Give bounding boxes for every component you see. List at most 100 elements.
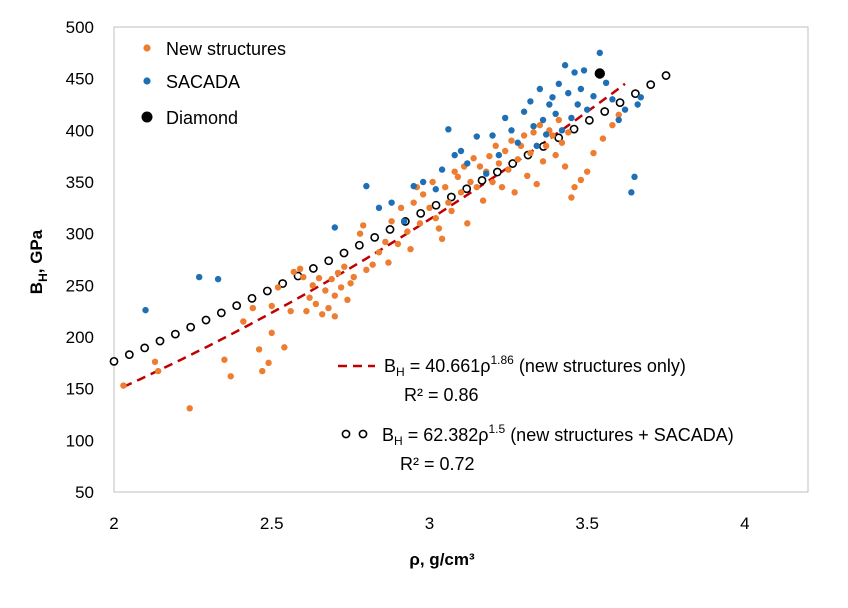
fit-point-all — [615, 98, 625, 107]
plot-area-frame — [113, 26, 809, 493]
point-sacada — [561, 62, 569, 69]
point-sacada — [571, 69, 578, 76]
point-new-structures — [442, 183, 449, 191]
point-new-structures — [454, 173, 462, 181]
point-new-structures — [448, 207, 455, 215]
point-new-structures — [432, 214, 439, 222]
point-new-structures — [542, 142, 550, 150]
fit-point-all — [324, 256, 334, 266]
y-axis-title: BH, GPa — [27, 229, 50, 294]
point-sacada — [555, 80, 562, 88]
point-sacada — [514, 139, 521, 146]
point-sacada — [574, 101, 581, 108]
point-new-structures — [407, 245, 414, 253]
legend-marker-sacada — [143, 77, 151, 85]
point-new-structures — [356, 230, 364, 237]
point-sacada — [637, 94, 645, 101]
point-new-structures — [315, 274, 323, 282]
point-new-structures — [309, 282, 316, 289]
fit-point-all — [600, 107, 610, 116]
point-sacada — [596, 49, 603, 57]
fit-legend-all: BH = 62.382ρ1.5 (new structures + SACADA… — [341, 422, 734, 474]
point-sacada — [533, 142, 540, 150]
point-new-structures — [363, 266, 370, 274]
fit-point-all — [462, 184, 472, 194]
x-tick-label: 3 — [425, 514, 434, 533]
point-new-structures — [498, 183, 506, 191]
point-sacada — [568, 114, 575, 122]
point-new-structures — [154, 367, 162, 375]
fit-r2-all: R² = 0.72 — [400, 454, 475, 474]
point-new-structures — [524, 172, 531, 179]
point-new-structures — [259, 367, 266, 375]
y-tick-label: 450 — [66, 70, 94, 89]
fit-point-all — [661, 71, 671, 80]
point-sacada — [580, 67, 588, 74]
point-sacada — [401, 218, 408, 225]
point-sacada — [438, 166, 446, 173]
fit-point-all — [308, 264, 318, 273]
point-sacada — [451, 151, 458, 159]
legend-label-sacada: SACADA — [166, 72, 240, 92]
fit-point-all — [554, 133, 564, 143]
point-new-structures — [599, 135, 607, 142]
point-new-structures — [385, 259, 392, 266]
point-sacada — [558, 127, 566, 134]
fit-point-all — [385, 225, 395, 234]
point-new-structures — [325, 304, 332, 312]
legend-marker-new-structures — [143, 44, 151, 52]
x-tick-label: 3.5 — [575, 514, 599, 533]
point-sacada — [546, 101, 553, 108]
point-sacada — [375, 204, 383, 212]
point-new-structures — [536, 121, 544, 129]
point-new-structures — [300, 273, 307, 281]
fit-legend-all-marker-1 — [341, 429, 351, 439]
point-new-structures — [511, 189, 518, 196]
point-sacada — [508, 127, 515, 134]
y-tick-label: 150 — [66, 380, 94, 399]
point-new-structures — [568, 194, 575, 201]
point-new-structures — [240, 318, 247, 325]
point-new-structures — [397, 204, 405, 212]
point-new-structures — [334, 269, 342, 277]
point-new-structures — [227, 373, 234, 380]
point-new-structures — [464, 220, 471, 227]
point-new-structures — [429, 178, 436, 186]
point-new-structures — [186, 405, 193, 412]
point-new-structures — [533, 180, 540, 188]
point-sacada — [445, 126, 452, 133]
fit-point-all — [232, 301, 242, 311]
point-sacada — [530, 123, 537, 130]
fit-point-all — [140, 343, 150, 353]
fit-point-all — [262, 286, 272, 296]
point-new-structures — [249, 304, 256, 312]
point-new-structures — [457, 189, 465, 196]
point-new-structures — [615, 111, 622, 119]
y-tick-label: 250 — [66, 276, 94, 295]
point-new-structures — [350, 273, 357, 281]
point-sacada — [577, 85, 585, 93]
fit-point-all — [492, 167, 502, 177]
point-new-structures — [558, 139, 566, 146]
legend-marker-diamond — [141, 111, 153, 123]
point-new-structures — [473, 183, 480, 191]
point-sacada — [609, 96, 616, 103]
point-new-structures — [296, 265, 304, 272]
point-new-structures — [274, 284, 282, 291]
point-new-structures — [479, 197, 487, 204]
point-new-structures — [375, 249, 383, 256]
point-new-structures — [341, 263, 348, 270]
point-sacada — [331, 224, 339, 231]
point-new-structures — [492, 142, 499, 150]
point-sacada — [473, 133, 480, 140]
point-sacada — [410, 182, 417, 190]
point-new-structures — [577, 176, 585, 184]
point-sacada — [615, 116, 622, 124]
fit-equation-new: BH = 40.661ρ1.86 (new structures only) — [384, 353, 686, 379]
point-new-structures — [438, 235, 446, 243]
point-sacada — [536, 85, 544, 93]
point-new-structures — [221, 356, 228, 363]
point-sacada — [489, 132, 496, 139]
fit-point-all — [416, 208, 426, 218]
